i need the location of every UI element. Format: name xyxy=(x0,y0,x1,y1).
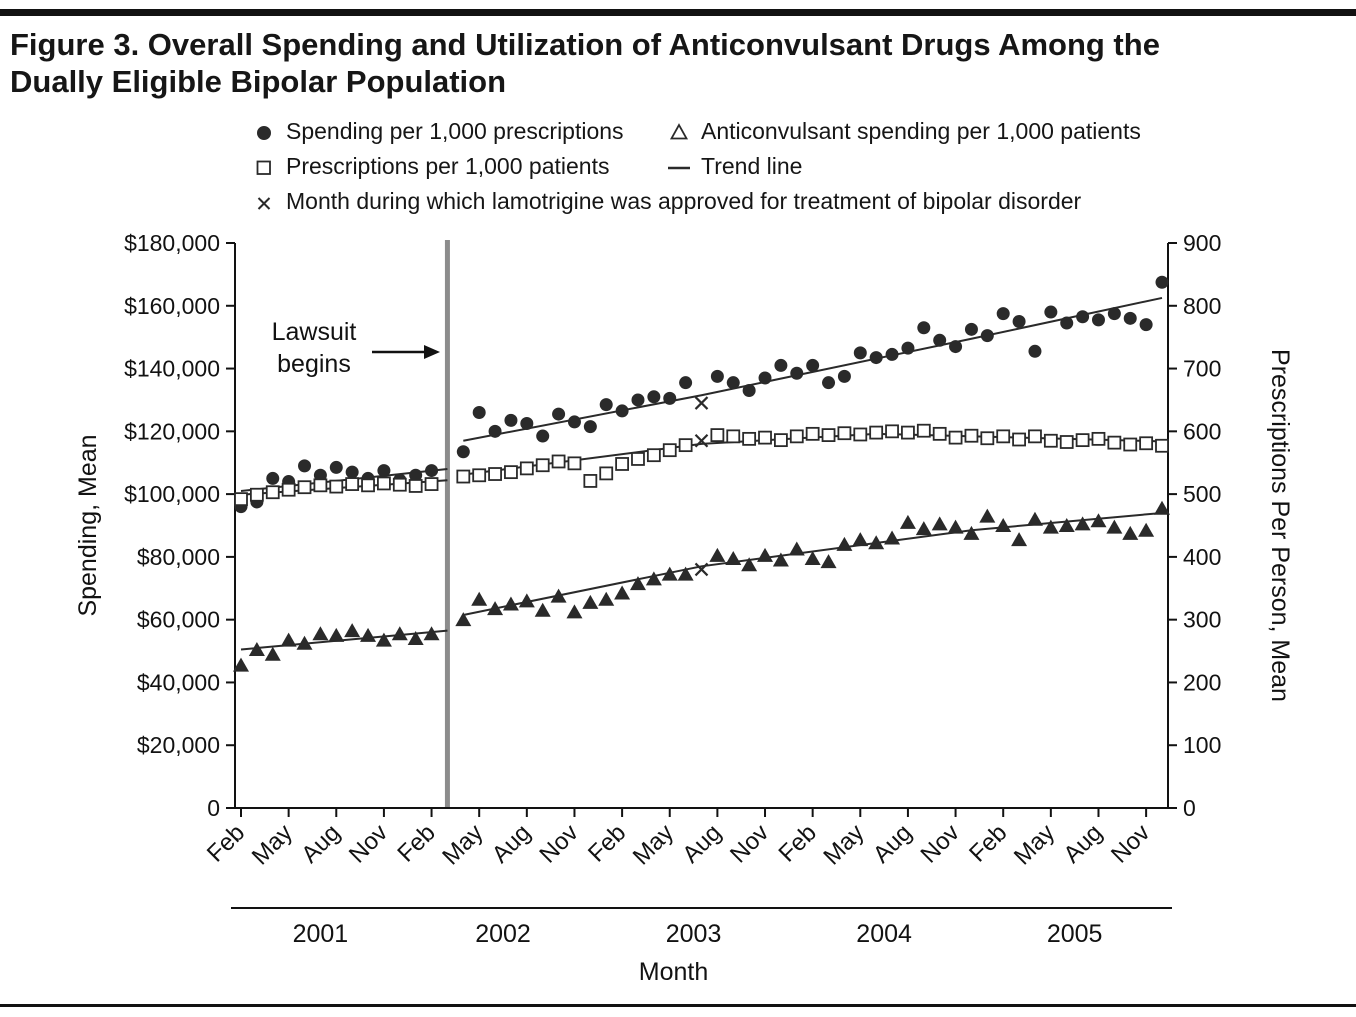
legend-label: Month during which lamotrigine was appro… xyxy=(286,188,1082,214)
svg-text:700: 700 xyxy=(1183,356,1221,382)
svg-text:May: May xyxy=(437,819,488,870)
svg-text:$100,000: $100,000 xyxy=(124,481,220,507)
svg-text:100: 100 xyxy=(1183,732,1221,758)
svg-text:Nov: Nov xyxy=(534,819,583,868)
svg-text:Nov: Nov xyxy=(344,819,393,868)
svg-text:200: 200 xyxy=(1183,669,1221,695)
svg-text:$40,000: $40,000 xyxy=(137,669,220,695)
svg-text:May: May xyxy=(628,819,679,870)
svg-text:$80,000: $80,000 xyxy=(137,544,220,570)
legend-label: Anticonvulsant spending per 1,000 patien… xyxy=(701,118,1141,144)
left-axis: 0 $20,000 $40,000 $60,000 $80,000 $100,000 $12… xyxy=(124,230,235,821)
legend-item-prescriptions-per-patients: Prescriptions per 1,000 patients xyxy=(250,153,665,180)
svg-text:begins: begins xyxy=(277,350,351,378)
svg-text:$160,000: $160,000 xyxy=(124,293,220,319)
svg-text:2003: 2003 xyxy=(666,920,722,948)
series-prescriptions-per-1000-patients xyxy=(234,423,1169,507)
svg-text:May: May xyxy=(818,819,869,870)
legend-item-anticonvulsant-spending: Anticonvulsant spending per 1,000 patien… xyxy=(665,118,1141,145)
left-axis-title: Spending, Mean xyxy=(74,434,102,616)
svg-text:May: May xyxy=(247,819,298,870)
svg-text:Lawsuit: Lawsuit xyxy=(272,318,357,346)
legend-item-trend-line: Trend line xyxy=(665,153,1141,180)
svg-text:$120,000: $120,000 xyxy=(124,418,220,444)
svg-text:Aug: Aug xyxy=(1058,819,1107,868)
bottom-rule xyxy=(0,1004,1356,1007)
lawsuit-annotation: Lawsuit begins xyxy=(272,318,440,378)
svg-text:Feb: Feb xyxy=(202,819,250,867)
svg-text:Nov: Nov xyxy=(725,819,774,868)
trend-line xyxy=(240,629,448,651)
svg-text:$60,000: $60,000 xyxy=(137,607,220,633)
svg-text:$140,000: $140,000 xyxy=(124,356,220,382)
figure-title: Figure 3. Overall Spending and Utilizati… xyxy=(10,26,1310,100)
svg-text:2002: 2002 xyxy=(475,920,531,948)
svg-text:400: 400 xyxy=(1183,544,1221,570)
legend-item-lamotrigine-month: Month during which lamotrigine was appro… xyxy=(250,188,1141,215)
svg-text:Aug: Aug xyxy=(868,819,917,868)
svg-text:Nov: Nov xyxy=(916,819,965,868)
svg-text:May: May xyxy=(1009,819,1060,870)
x-mark-icon xyxy=(250,190,277,214)
svg-text:2001: 2001 xyxy=(293,920,349,948)
svg-text:Feb: Feb xyxy=(774,819,822,867)
svg-text:Nov: Nov xyxy=(1106,819,1155,868)
svg-text:$180,000: $180,000 xyxy=(124,230,220,256)
figure-title-line1: Figure 3. Overall Spending and Utilizati… xyxy=(10,27,1160,62)
svg-text:500: 500 xyxy=(1183,481,1221,507)
svg-text:Feb: Feb xyxy=(583,819,631,867)
legend-label: Trend line xyxy=(701,153,803,179)
svg-text:300: 300 xyxy=(1183,607,1221,633)
open-square-icon xyxy=(250,155,277,179)
x-axis-title: Month xyxy=(639,958,708,986)
year-axis: 2001 2002 2003 2004 2005 xyxy=(231,907,1172,948)
legend: Spending per 1,000 prescriptions Anticon… xyxy=(250,118,1141,215)
svg-text:Feb: Feb xyxy=(964,819,1012,867)
lawsuit-arrowhead xyxy=(424,345,440,359)
filled-circle-icon xyxy=(250,120,277,144)
svg-text:800: 800 xyxy=(1183,293,1221,319)
right-axis: 0 100 200 300 400 500 600 700 800 900 xyxy=(1168,230,1221,821)
open-triangle-icon xyxy=(665,120,692,144)
svg-text:Aug: Aug xyxy=(296,819,345,868)
svg-text:600: 600 xyxy=(1183,418,1221,444)
series-anticonvulsant-spending-per-1000-patients xyxy=(233,500,1170,672)
svg-text:Feb: Feb xyxy=(392,819,440,867)
legend-item-spending-per-prescriptions: Spending per 1,000 prescriptions xyxy=(250,118,665,145)
svg-text:Aug: Aug xyxy=(677,819,726,868)
series-spending-per-1000-prescriptions xyxy=(234,275,1169,514)
svg-text:2005: 2005 xyxy=(1047,920,1103,948)
figure-title-line2: Dually Eligible Bipolar Population xyxy=(10,64,507,100)
axes-frame xyxy=(234,243,1169,809)
svg-text:Aug: Aug xyxy=(487,819,536,868)
legend-label: Spending per 1,000 prescriptions xyxy=(286,118,624,144)
legend-label: Prescriptions per 1,000 patients xyxy=(286,153,610,179)
svg-text:$20,000: $20,000 xyxy=(137,732,220,758)
svg-text:2004: 2004 xyxy=(856,920,912,948)
svg-text:0: 0 xyxy=(207,795,220,821)
top-rule xyxy=(0,9,1356,16)
svg-text:0: 0 xyxy=(1183,795,1196,821)
trend-line-icon xyxy=(665,155,692,179)
chart-canvas: 0 $20,000 $40,000 $60,000 $80,000 $100,000 $12… xyxy=(74,230,1294,986)
svg-text:900: 900 xyxy=(1183,230,1221,256)
right-axis-title: Prescriptions Per Person, Mean xyxy=(1266,349,1294,702)
